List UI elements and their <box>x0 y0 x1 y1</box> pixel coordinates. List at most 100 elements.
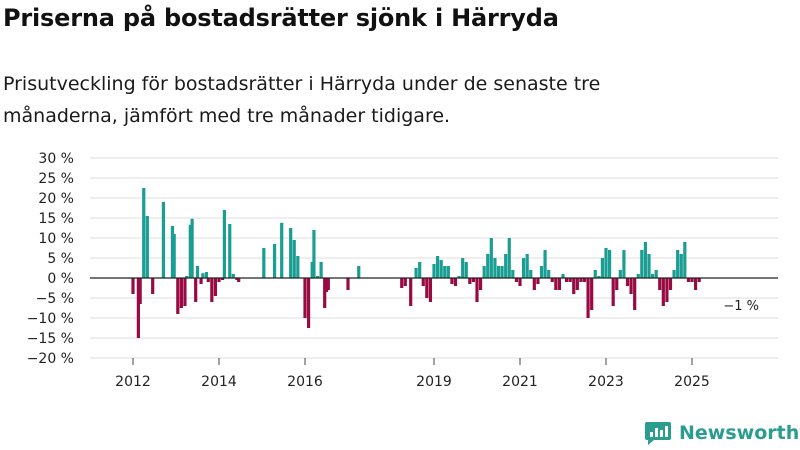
bar <box>611 278 615 306</box>
bar <box>194 278 198 302</box>
latest-value-label: −1 % <box>723 299 759 314</box>
bar <box>138 278 142 304</box>
bar <box>668 278 673 290</box>
bar <box>280 222 284 278</box>
bar <box>176 278 180 314</box>
bar <box>572 278 576 294</box>
bar <box>496 266 501 278</box>
bar <box>403 278 407 286</box>
bar <box>315 276 320 278</box>
bar <box>190 218 194 278</box>
y-tick-label: 0 % <box>47 271 74 287</box>
bar <box>292 240 296 278</box>
bar <box>457 276 461 278</box>
bar <box>464 262 468 278</box>
brand-name: Newsworthy <box>679 422 800 444</box>
x-tick-label: 2012 <box>115 374 151 390</box>
bar <box>262 248 266 278</box>
bar <box>131 278 135 294</box>
y-tick-label: 30 % <box>38 151 74 167</box>
y-tick-label: −15 % <box>27 331 74 347</box>
bar <box>201 273 205 278</box>
bar <box>312 230 316 278</box>
bar <box>450 278 454 284</box>
bar <box>400 278 404 288</box>
bar <box>453 278 458 286</box>
bar <box>421 278 425 286</box>
bar <box>357 266 361 278</box>
bar <box>489 238 493 278</box>
bar <box>550 278 554 282</box>
bar <box>693 278 698 290</box>
bar <box>629 278 633 294</box>
bar <box>478 278 483 290</box>
bar <box>672 270 676 278</box>
bar <box>636 274 640 278</box>
bar <box>435 256 440 278</box>
bar <box>661 278 665 306</box>
bar <box>697 278 701 282</box>
bar <box>136 278 140 338</box>
bar <box>690 278 694 282</box>
bar <box>654 270 658 278</box>
bar <box>324 278 329 292</box>
bar <box>303 278 307 318</box>
bar <box>170 226 175 278</box>
x-tick-label: 2019 <box>416 374 452 390</box>
brand-logo[interactable]: Newsworthy <box>644 420 800 446</box>
bar <box>213 278 218 296</box>
bar <box>425 278 429 298</box>
y-tick-label: −10 % <box>27 311 74 327</box>
bar <box>161 202 166 278</box>
bar <box>185 276 189 278</box>
bar <box>597 276 601 278</box>
y-tick-label: 15 % <box>38 211 74 227</box>
bar <box>443 266 447 278</box>
bar <box>532 278 536 290</box>
bar <box>679 254 683 278</box>
bar <box>428 278 433 302</box>
bar <box>590 278 594 310</box>
bar <box>625 278 630 286</box>
bar <box>507 238 511 278</box>
bar <box>204 272 209 278</box>
bar <box>183 278 187 306</box>
bar <box>618 270 622 278</box>
bar <box>650 274 655 278</box>
y-tick-label: 20 % <box>38 191 74 207</box>
bar <box>142 188 146 278</box>
bar <box>237 278 241 282</box>
x-tick-label: 2021 <box>502 374 538 390</box>
bar <box>195 266 200 278</box>
bar <box>439 260 443 278</box>
bar <box>326 278 330 290</box>
bar <box>676 250 680 278</box>
x-tick-label: 2023 <box>588 374 624 390</box>
bar <box>593 270 597 278</box>
bar <box>511 270 515 278</box>
bar <box>622 250 626 278</box>
bar <box>346 278 350 290</box>
bar <box>600 258 605 278</box>
x-tick-label: 2016 <box>287 374 323 390</box>
bar <box>220 278 225 280</box>
bar <box>486 254 490 278</box>
bar <box>504 254 508 278</box>
x-tick-label: 2014 <box>201 374 237 390</box>
bar <box>418 262 422 278</box>
bar <box>575 278 579 290</box>
y-tick-label: 5 % <box>47 251 74 267</box>
bar <box>640 250 644 278</box>
bar <box>683 242 687 278</box>
bar <box>604 248 608 278</box>
bar <box>272 244 277 278</box>
bar <box>432 264 436 278</box>
chart-title: Priserna på bostadsrätter sjönk i Härryd… <box>3 4 559 32</box>
bar <box>615 278 619 290</box>
bar <box>586 278 590 318</box>
bar <box>172 234 176 278</box>
y-tick-label: 25 % <box>38 171 74 187</box>
bar <box>536 278 540 284</box>
bar <box>188 224 192 278</box>
bar <box>529 270 533 278</box>
